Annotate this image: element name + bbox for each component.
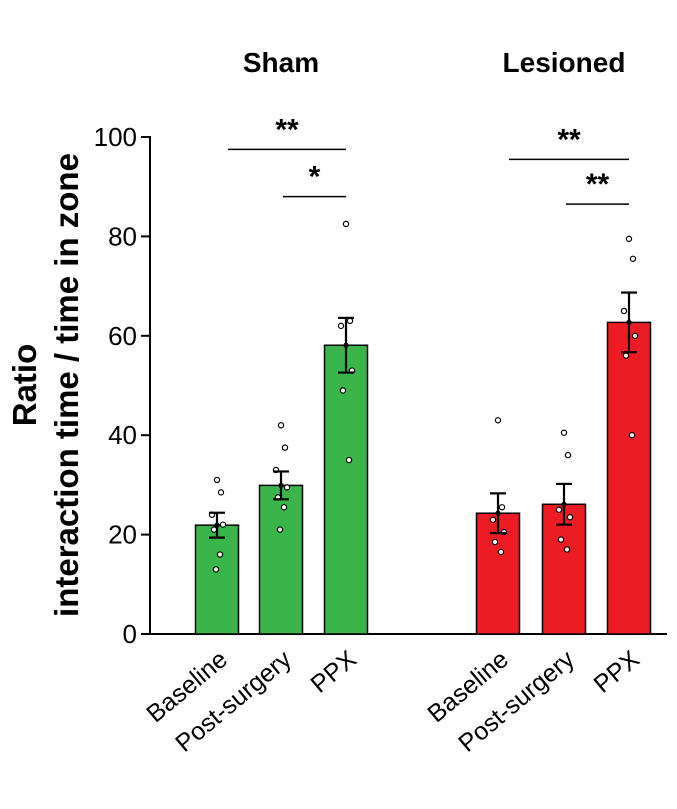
data-point (497, 548, 505, 556)
data-point (620, 307, 628, 315)
data-point (346, 317, 354, 325)
data-point (555, 506, 563, 513)
data-point (337, 322, 345, 330)
mean-marker (278, 482, 284, 488)
y-tick-label: 100 (94, 122, 137, 152)
y-axis-label-line1: Ratio (6, 344, 43, 427)
data-point (280, 504, 288, 511)
significance-label: * (309, 161, 321, 194)
group-titles: Sham Lesioned (243, 47, 626, 78)
significance-label: ** (586, 168, 610, 201)
data-point (219, 521, 227, 528)
data-point (345, 456, 353, 464)
data-point (216, 551, 224, 558)
data-point (283, 484, 291, 491)
significance-annotations: ******* (228, 113, 629, 205)
y-tick-label: 60 (108, 321, 137, 351)
y-tick-label: 80 (108, 221, 137, 251)
data-point (564, 451, 572, 459)
data-point (339, 387, 347, 394)
data-point (491, 538, 499, 546)
bar (194, 524, 240, 635)
data-point (489, 516, 497, 523)
bar (258, 484, 304, 635)
category-label: PPX (589, 645, 646, 699)
data-point (213, 476, 221, 484)
y-tick-label: 20 (108, 520, 137, 550)
y-tick-label: 40 (108, 420, 137, 450)
data-point (629, 255, 637, 262)
group-title-sham: Sham (243, 47, 319, 78)
y-tick-label: 0 (123, 619, 137, 649)
mean-marker (626, 319, 632, 325)
data-point (217, 489, 225, 496)
error-bars (209, 291, 637, 539)
data-point (212, 566, 220, 573)
mean-marker (495, 510, 501, 516)
mean-marker (214, 522, 220, 528)
y-axis-label: Ratio interaction time / time in zone (6, 153, 85, 617)
category-label: PPX (306, 645, 363, 699)
significance-label: ** (275, 113, 299, 146)
data-point (494, 417, 502, 424)
data-point (628, 432, 636, 439)
mean-marker (561, 501, 567, 507)
bar (541, 503, 587, 635)
significance-label: ** (557, 123, 581, 156)
data-point (563, 546, 571, 553)
y-axis-label-line2: interaction time / time in zone (48, 153, 85, 617)
bar (606, 321, 652, 635)
data-points (208, 220, 639, 573)
bar (323, 344, 369, 635)
data-point (622, 352, 630, 359)
mean-marker (343, 342, 349, 348)
data-point (210, 526, 218, 533)
data-point (277, 422, 285, 429)
data-point (560, 429, 568, 436)
group-title-lesioned: Lesioned (503, 47, 626, 78)
bars (194, 321, 652, 635)
data-point (566, 514, 574, 521)
data-point (498, 504, 506, 511)
data-point (625, 235, 633, 243)
data-point (281, 444, 289, 451)
data-point (631, 332, 639, 339)
data-point (557, 536, 565, 543)
data-point (342, 220, 350, 228)
data-point (276, 526, 284, 533)
